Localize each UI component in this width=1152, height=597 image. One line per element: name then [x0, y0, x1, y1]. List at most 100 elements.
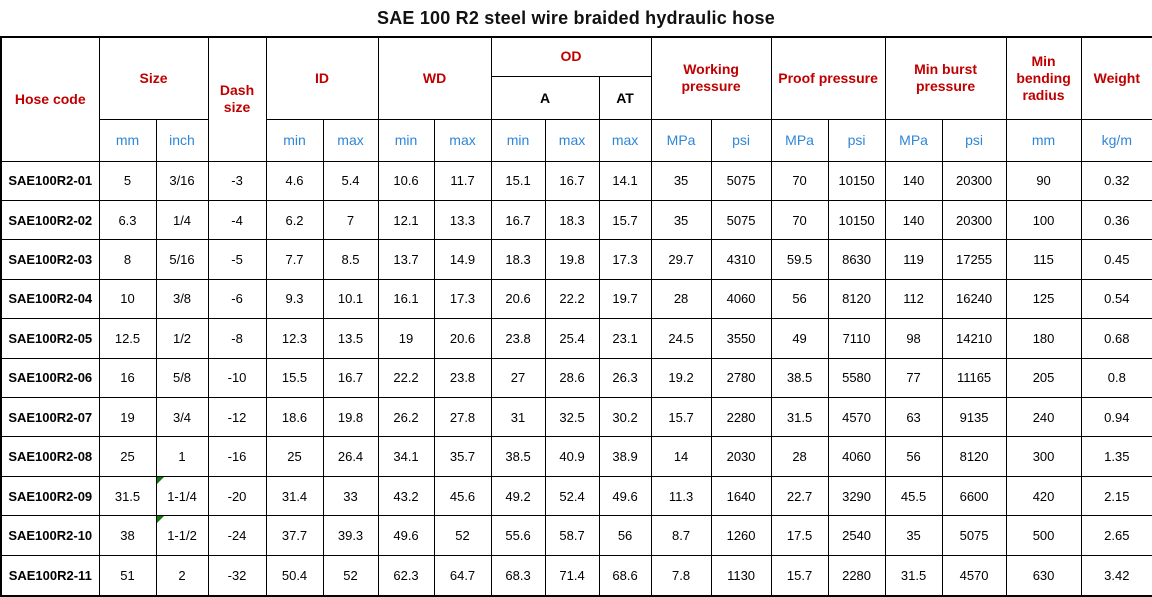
value-cell: 90	[1005, 160, 1082, 201]
value-cell: 5075	[710, 199, 772, 241]
value-cell: 56	[598, 515, 652, 556]
value-cell: 9135	[941, 397, 1007, 438]
value-cell: 27	[490, 357, 546, 399]
value-cell: 25.4	[544, 318, 600, 359]
value-cell: 15.7	[650, 397, 712, 438]
value-cell: 5/8	[155, 357, 209, 399]
value-cell: 1260	[710, 515, 772, 556]
hose-code-cell: SAE100R2-02	[0, 199, 100, 241]
value-cell: 16.7	[322, 357, 379, 399]
value-cell: 10.1	[322, 278, 379, 320]
value-cell: 8.7	[650, 515, 712, 556]
value-cell: 31.5	[884, 554, 943, 597]
value-cell: 240	[1005, 397, 1082, 438]
value-cell: 12.1	[377, 199, 435, 241]
value-cell: 4.6	[265, 160, 324, 201]
value-cell: 630	[1005, 554, 1082, 597]
value-cell: 14.1	[598, 160, 652, 201]
value-cell: -8	[207, 318, 267, 359]
value-cell: 35	[884, 515, 943, 556]
value-cell: 15.5	[265, 357, 324, 399]
header-working-pressure: Working pressure	[650, 36, 772, 120]
value-cell: 28	[650, 278, 712, 320]
value-cell: 70	[770, 160, 829, 201]
value-cell: 125	[1005, 278, 1082, 320]
value-cell: 16.7	[544, 160, 600, 201]
value-cell: 1130	[710, 554, 772, 597]
value-cell: 6.3	[98, 199, 157, 241]
value-cell: 16240	[941, 278, 1007, 320]
unit-size-mm: mm	[98, 118, 157, 162]
value-cell: 2.15	[1080, 475, 1152, 517]
value-cell: 70	[770, 199, 829, 241]
value-cell: 1-1/4	[155, 475, 209, 517]
value-cell: 31	[490, 397, 546, 438]
table-row: SAE100R2-07 19 3/4 -12 18.6 19.8 26.2 27…	[0, 397, 1152, 438]
hose-code-cell: SAE100R2-11	[0, 554, 100, 597]
value-cell: 15.7	[770, 554, 829, 597]
unit-od-a-max: max	[544, 118, 600, 162]
value-cell: 13.7	[377, 239, 435, 280]
value-cell: 15.1	[490, 160, 546, 201]
value-cell: 35	[650, 160, 712, 201]
value-cell: 8120	[941, 436, 1007, 477]
value-cell: 2540	[827, 515, 886, 556]
value-cell: 100	[1005, 199, 1082, 241]
value-cell: 6.2	[265, 199, 324, 241]
value-cell: -6	[207, 278, 267, 320]
value-cell: 0.94	[1080, 397, 1152, 438]
green-corner-marker	[157, 477, 164, 484]
value-cell: 45.5	[884, 475, 943, 517]
header-wd: WD	[377, 36, 492, 120]
value-cell: 4060	[827, 436, 886, 477]
value-cell: 19.8	[544, 239, 600, 280]
value-cell: 0.32	[1080, 160, 1152, 201]
green-corner-marker	[157, 516, 164, 524]
value-cell: 22.2	[544, 278, 600, 320]
hose-code-cell: SAE100R2-03	[0, 239, 100, 280]
value-cell: 12.5	[98, 318, 157, 359]
value-cell: 5580	[827, 357, 886, 399]
value-cell: 1-1/2	[155, 515, 209, 556]
value-cell: 30.2	[598, 397, 652, 438]
table-row: SAE100R2-06 16 5/8 -10 15.5 16.7 22.2 23…	[0, 357, 1152, 399]
value-cell: 58.7	[544, 515, 600, 556]
value-cell: 180	[1005, 318, 1082, 359]
value-cell: 3/16	[155, 160, 209, 201]
header-dash-size: Dash size	[207, 36, 267, 162]
value-cell: 115	[1005, 239, 1082, 280]
hose-code-cell: SAE100R2-07	[0, 397, 100, 438]
value-cell: -12	[207, 397, 267, 438]
value-cell: 15.7	[598, 199, 652, 241]
value-cell: 10150	[827, 160, 886, 201]
value-cell: 33	[322, 475, 379, 517]
unit-working-psi: psi	[710, 118, 772, 162]
value-cell: 38.5	[770, 357, 829, 399]
value-cell: 2280	[710, 397, 772, 438]
value-cell: 13.5	[322, 318, 379, 359]
value-cell: 2.65	[1080, 515, 1152, 556]
value-cell: 19.2	[650, 357, 712, 399]
value-cell: 25	[265, 436, 324, 477]
unit-size-inch: inch	[155, 118, 209, 162]
value-cell: 20300	[941, 199, 1007, 241]
value-cell: 16.1	[377, 278, 435, 320]
value-cell: 19	[377, 318, 435, 359]
value-cell: 52	[322, 554, 379, 597]
value-cell: -5	[207, 239, 267, 280]
unit-id-max: max	[322, 118, 379, 162]
value-cell: 31.5	[770, 397, 829, 438]
value-cell: 17.3	[598, 239, 652, 280]
value-cell: 0.68	[1080, 318, 1152, 359]
value-cell: 0.36	[1080, 199, 1152, 241]
value-cell: 55.6	[490, 515, 546, 556]
value-cell: 28	[770, 436, 829, 477]
value-cell: 49	[770, 318, 829, 359]
value-cell: 3.42	[1080, 554, 1152, 597]
hose-code-cell: SAE100R2-10	[0, 515, 100, 556]
value-cell: 1	[155, 436, 209, 477]
value-cell: 2030	[710, 436, 772, 477]
value-cell: 35	[650, 199, 712, 241]
value-cell: -10	[207, 357, 267, 399]
value-cell: 5075	[710, 160, 772, 201]
